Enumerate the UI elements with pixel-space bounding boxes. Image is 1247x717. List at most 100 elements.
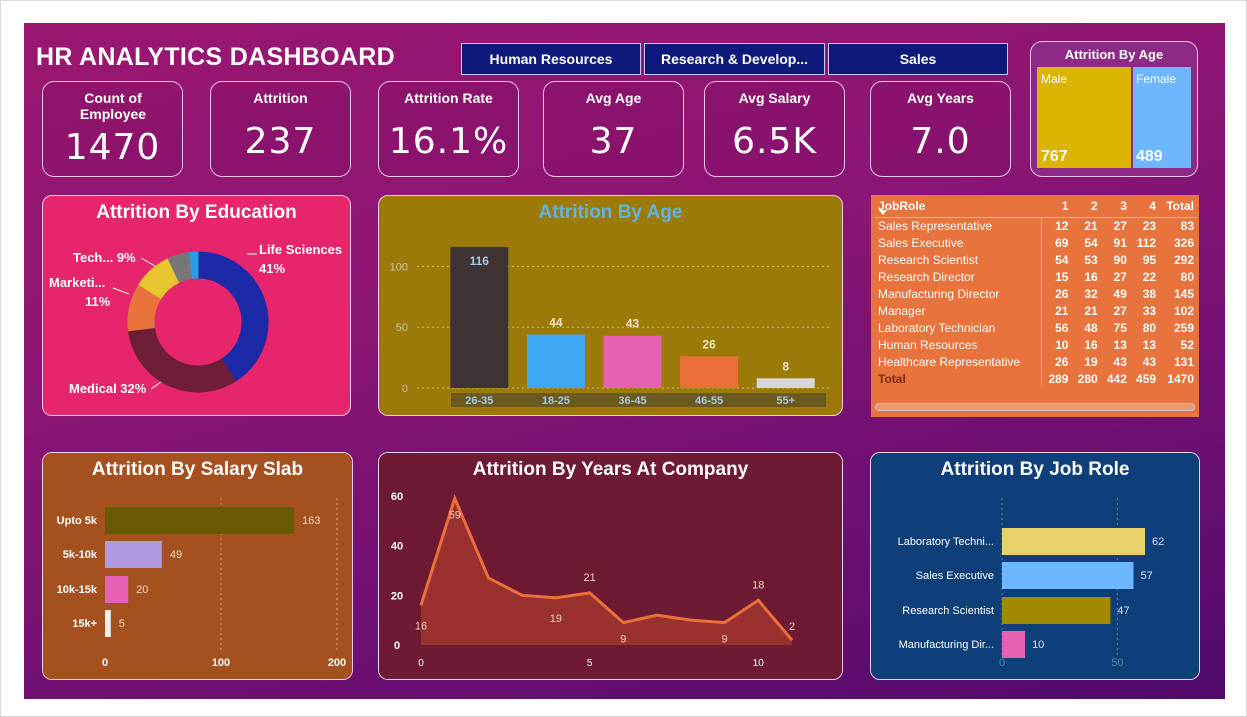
table-cell-value: 80 (1180, 269, 1194, 284)
male-tile[interactable]: Male 767 (1037, 67, 1131, 168)
table-cell-value: 49 (1113, 286, 1127, 301)
table-header-3[interactable]: 3 (1120, 198, 1127, 213)
table-row[interactable]: Research Scientist 54 53 90 95 292 (875, 251, 1197, 268)
jobrole-matrix-table: JobRole 1 2 3 4 Total Sales Representati… (871, 195, 1199, 417)
table-row[interactable]: Human Resources 10 16 13 13 52 (875, 336, 1197, 353)
table-cell-value: 56 (1055, 320, 1069, 335)
table-cell-value: 12 (1055, 218, 1069, 233)
age-data-label: 26 (702, 337, 716, 351)
salary-bar (105, 541, 162, 568)
table-row[interactable]: Research Director 15 16 27 22 80 (875, 268, 1197, 285)
table-cell-value: 38 (1142, 286, 1157, 301)
kpi-avg-age: Avg Age 37 (543, 81, 684, 177)
jobrole-chart-card: Attrition By Job Role 0 50 Laboratory Tech… (870, 452, 1200, 680)
age-data-label: 43 (626, 317, 640, 331)
table-row[interactable]: Laboratory Technician 56 48 75 80 259 (875, 319, 1197, 336)
slicer-sales[interactable]: Sales (828, 43, 1008, 75)
age-y-tick: 0 (402, 383, 408, 395)
kpi-label: Attrition Rate (404, 90, 493, 106)
sort-caret-icon[interactable] (879, 210, 887, 215)
table-cell-value: 69 (1055, 235, 1069, 250)
age-bar-chart: 0 50 100 116 26-35 44 18-25 43 36-45 26 46-55 8 55+ (390, 246, 831, 407)
jobrole-data-label: 47 (1117, 605, 1129, 617)
table-cell-value: 102 (1173, 303, 1194, 318)
table-row[interactable]: Sales Representative 12 21 27 23 83 (875, 217, 1197, 234)
jobrole-category-label: Laboratory Techni... (898, 536, 994, 548)
salary-category-label: Upto 5k (57, 515, 98, 527)
table-cell-value: 16 (1084, 269, 1098, 284)
table-total-row[interactable]: Total 289 280 442 459 1470 (875, 370, 1197, 387)
table-cell-value: 13 (1142, 337, 1157, 352)
table-cell-value: 145 (1173, 286, 1194, 301)
jobrole-category-label: Sales Executive (916, 570, 994, 582)
table-cell-value: 54 (1084, 235, 1098, 250)
table-cell-value: 13 (1113, 337, 1127, 352)
salary-data-label: 163 (302, 515, 320, 527)
table-cell-value: 75 (1113, 320, 1127, 335)
table-cell-jobrole: Healthcare Representative (875, 353, 1043, 370)
donut-slice-life-sciences (197, 251, 269, 382)
table-header-4[interactable]: 4 (1149, 198, 1157, 213)
salary-bar (105, 610, 111, 637)
table-cell-value: 21 (1055, 303, 1069, 318)
kpi-label: Avg Salary (738, 90, 811, 106)
jobrole-data-label: 62 (1152, 536, 1164, 548)
table-cell-jobrole: Research Director (875, 268, 1043, 285)
years-x-tick: 10 (753, 658, 765, 669)
salary-x-tick: 100 (212, 657, 230, 669)
education-donut-chart: Life Sciences 41% Medical 32% Marketi... 11%… (49, 242, 342, 396)
kpi-value: 1470 (64, 127, 161, 168)
table-row[interactable]: Healthcare Representative 26 19 43 43 131 (875, 353, 1197, 370)
years-y-tick: 0 (394, 640, 400, 652)
gender-card-title: Attrition By Age (1064, 47, 1164, 62)
salary-category-label: 15k+ (72, 618, 97, 630)
slicer-human-resources[interactable]: Human Resources (461, 43, 641, 75)
years-y-tick: 40 (391, 541, 403, 553)
salary-chart-card: Attrition By Salary Slab 0 100 200 Upto 5k 1… (42, 452, 353, 680)
kpi-attrition: Attrition 237 (210, 81, 351, 177)
kpi-label: Avg Years (907, 90, 974, 106)
table-cell-value: 91 (1113, 235, 1127, 250)
table-header-jobrole[interactable]: JobRole (878, 198, 926, 213)
jobrole-bar (1002, 597, 1111, 624)
age-chart-card: Attrition By Age 0 50 100 116 26-35 44 18-25 43… (378, 195, 843, 416)
kpi-value: 237 (244, 121, 317, 162)
years-y-tick: 60 (391, 491, 403, 503)
jobrole-table-body: Sales Representative 12 21 27 23 83 Sales Exec… (875, 217, 1197, 387)
female-tile[interactable]: Female 489 (1133, 67, 1191, 168)
age-x-tick: 26-35 (465, 395, 493, 407)
table-horizontal-scrollbar[interactable] (875, 403, 1195, 411)
table-header-2[interactable]: 2 (1090, 198, 1098, 213)
salary-category-label: 10k-15k (57, 584, 98, 596)
table-header-total[interactable]: Total (1166, 198, 1194, 213)
table-cell-value: 52 (1180, 337, 1194, 352)
kpi-label: Avg Age (585, 90, 642, 106)
table-cell-value: 289 (1048, 371, 1069, 386)
table-cell-value: 459 (1136, 371, 1157, 386)
kpi-value: 16.1% (388, 121, 509, 162)
jobrole-bar (1002, 528, 1146, 555)
years-data-label: 9 (721, 634, 727, 646)
table-cell-value: 10 (1055, 337, 1069, 352)
age-bar-18-25 (526, 334, 585, 388)
salary-chart-title: Attrition By Salary Slab (91, 459, 304, 480)
table-cell-value: 32 (1084, 286, 1098, 301)
table-cell-value: 27 (1113, 218, 1127, 233)
age-y-tick: 50 (396, 322, 408, 334)
salary-data-label: 20 (136, 584, 148, 596)
table-row[interactable]: Sales Executive 69 54 91 112 326 (875, 234, 1197, 251)
table-cell-value: 442 (1106, 371, 1127, 386)
jobrole-bar-chart: 0 50 Laboratory Techni... 62 Sales Executive… (898, 498, 1164, 669)
dashboard-canvas: HR ANALYTICS DASHBOARD Human Resources R… (24, 23, 1225, 699)
table-cell-value: 43 (1142, 354, 1157, 369)
table-header-1[interactable]: 1 (1061, 198, 1069, 213)
table-row[interactable]: Manager 21 21 27 33 102 (875, 302, 1197, 319)
table-cell-value: 95 (1142, 252, 1157, 267)
table-cell-value: 90 (1113, 252, 1127, 267)
years-data-label: 2 (789, 621, 795, 633)
slicer-research-development[interactable]: Research & Develop... (644, 43, 825, 75)
table-cell-value: 16 (1084, 337, 1098, 352)
years-x-tick: 0 (418, 658, 424, 669)
table-row[interactable]: Manufacturing Director 26 32 49 38 145 (875, 285, 1197, 302)
table-cell-value: 43 (1113, 354, 1127, 369)
